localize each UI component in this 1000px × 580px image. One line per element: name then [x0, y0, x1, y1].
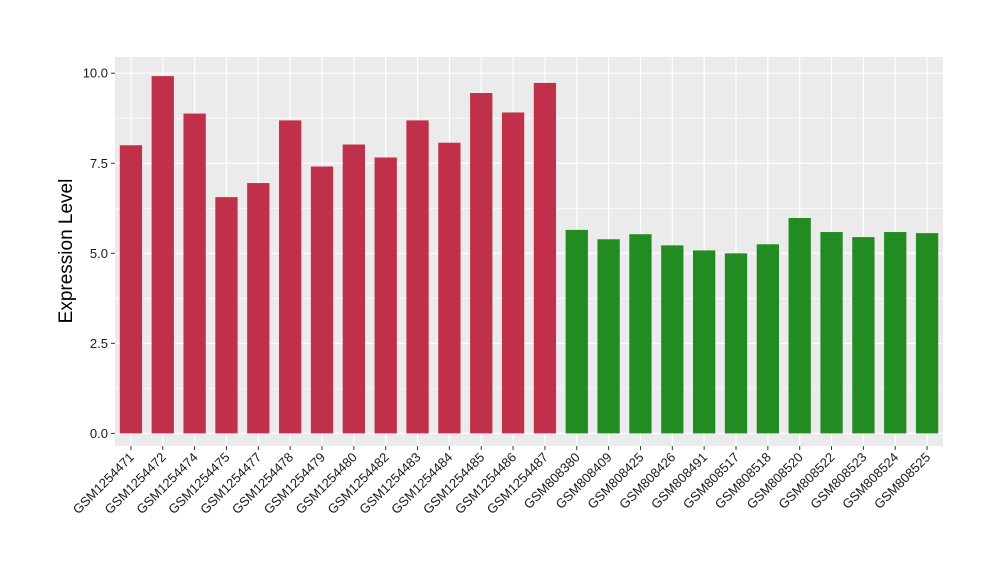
bar-GSM1254475 [215, 197, 238, 434]
bar-GSM808520 [788, 218, 811, 434]
y-tick-label: 10.0 [83, 66, 108, 81]
bar-GSM1254486 [501, 112, 525, 434]
bar-GSM1254485 [470, 93, 493, 434]
bar-GSM808525 [915, 233, 939, 434]
bar-GSM808425 [629, 234, 652, 434]
bar-GSM1254477 [247, 183, 270, 434]
bar-GSM1254472 [151, 76, 174, 434]
bar-GSM808518 [756, 244, 779, 434]
y-axis-title: Expression Level [56, 179, 77, 324]
bar-GSM1254483 [406, 120, 429, 434]
bar-GSM808491 [693, 250, 716, 434]
bars [119, 76, 939, 434]
bar-GSM1254478 [279, 120, 302, 434]
bar-GSM1254484 [438, 142, 461, 434]
bar-GSM808524 [884, 232, 907, 434]
y-tick-label: 5.0 [90, 246, 108, 261]
bar-GSM1254482 [374, 157, 397, 434]
plot-panel [115, 57, 943, 446]
y-tick-label: 7.5 [90, 156, 108, 171]
bar-GSM808426 [661, 245, 684, 434]
bar-GSM1254471 [119, 145, 143, 434]
y-tick-label: 2.5 [90, 336, 108, 351]
y-axis: 0.0 2.5 5.0 7.5 10.0 [83, 66, 115, 441]
bar-GSM808409 [597, 239, 620, 434]
bar-GSM808380 [565, 229, 588, 434]
bar-GSM808523 [852, 237, 875, 434]
y-tick-label: 0.0 [90, 426, 108, 441]
bar-GSM1254474 [183, 113, 206, 434]
bar-GSM1254487 [533, 82, 557, 434]
x-axis: GSM1254471GSM1254472GSM1254474GSM1254475… [70, 446, 933, 517]
bar-GSM808522 [820, 232, 843, 434]
bar-GSM1254480 [342, 144, 365, 434]
bar-GSM808517 [724, 253, 748, 434]
bar-GSM1254479 [310, 166, 334, 434]
